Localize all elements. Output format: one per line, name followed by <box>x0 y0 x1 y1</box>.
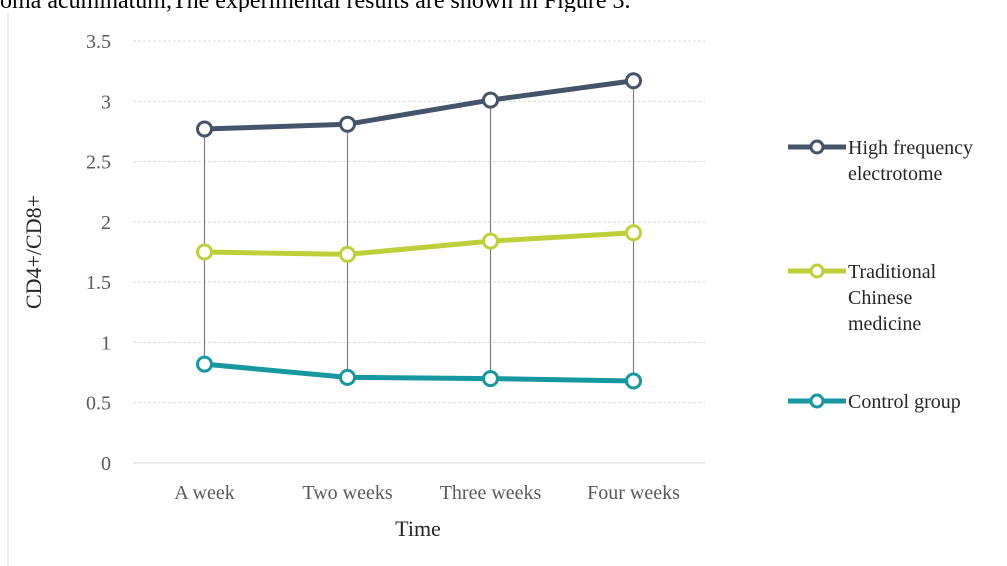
y-tick-label: 0 <box>101 453 111 475</box>
series-line <box>202 78 636 132</box>
data-point-marker <box>196 243 213 261</box>
data-point-marker <box>196 120 213 138</box>
series-0 <box>196 72 642 138</box>
y-tick-labels: 0 0.5 1 1.5 2 2.5 3 3.5 <box>86 31 111 475</box>
caption-text: oma acuminatum,The experimental results … <box>0 0 1007 12</box>
legend-marker-swatch <box>809 263 825 279</box>
y-tick-label: 2 <box>101 212 111 234</box>
legend-label: Control group <box>848 391 961 413</box>
legend-marker-swatch <box>809 393 825 409</box>
y-tick-label: 3 <box>101 91 111 113</box>
x-tick-label: Three weeks <box>440 482 542 504</box>
data-point-marker <box>625 372 642 390</box>
data-point-marker <box>482 91 499 109</box>
legend-item: Control group <box>788 391 961 413</box>
y-tick-label: 3.5 <box>86 31 111 53</box>
series-1 <box>196 224 642 263</box>
x-tick-label: Two weeks <box>302 482 392 504</box>
x-tick-labels: A week Two weeks Three weeks Four weeks <box>174 482 680 504</box>
x-tick-label: A week <box>174 482 235 504</box>
y-axis-label: CD4+/CD8+ <box>21 195 46 309</box>
series-line <box>202 230 636 257</box>
legend-item: High frequency electrotome <box>788 137 973 185</box>
data-point-marker <box>339 115 356 133</box>
data-point-marker <box>482 232 499 250</box>
x-axis-label: Time <box>395 516 441 541</box>
data-point-marker <box>339 368 356 386</box>
series-2 <box>196 355 642 390</box>
y-tick-label: 1 <box>101 332 111 354</box>
legend-item: Traditional Chinese medicine <box>788 261 937 335</box>
series-line <box>202 361 636 384</box>
data-point-marker <box>339 245 356 263</box>
x-tick-label: Four weeks <box>587 482 680 504</box>
legend-label: Traditional Chinese medicine <box>848 261 937 335</box>
data-point-marker <box>482 370 499 388</box>
y-tick-label: 0.5 <box>86 393 111 415</box>
data-point-marker <box>196 355 213 373</box>
legend: High frequency electrotome Traditional Chin… <box>788 137 973 413</box>
legend-label: High frequency electrotome <box>848 137 973 185</box>
y-tick-label: 2.5 <box>86 152 111 174</box>
data-point-marker <box>625 72 642 90</box>
legend-marker-swatch <box>809 139 825 155</box>
gridlines <box>133 40 705 464</box>
series-lines <box>196 72 642 390</box>
data-point-marker <box>625 224 642 242</box>
y-tick-label: 1.5 <box>86 272 111 294</box>
